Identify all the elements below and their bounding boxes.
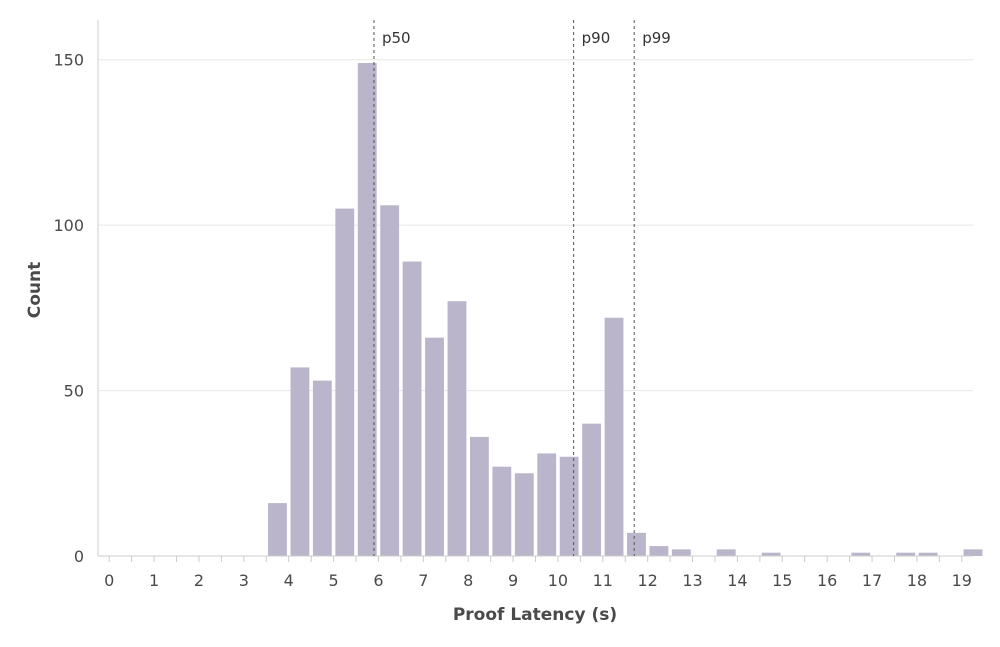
histogram-bar	[447, 301, 467, 556]
histogram-bar	[716, 549, 736, 556]
y-tick-label: 150	[53, 51, 84, 70]
histogram-bar	[469, 436, 489, 556]
x-tick-label: 19	[952, 571, 972, 590]
x-tick-label: 15	[772, 571, 792, 590]
y-tick-label: 100	[53, 216, 84, 235]
histogram-bar	[918, 552, 938, 556]
x-tick-label: 10	[548, 571, 568, 590]
y-axis-title: Count	[25, 262, 45, 319]
percentile-marker-label: p90	[582, 29, 611, 47]
x-tick-label: 17	[862, 571, 882, 590]
histogram-bar	[425, 337, 444, 556]
histogram-bar	[582, 423, 602, 556]
x-tick-label: 18	[907, 571, 927, 590]
x-tick-label: 14	[727, 571, 747, 590]
x-tick-label: 6	[373, 571, 383, 590]
x-tick-label: 12	[637, 571, 657, 590]
histogram-bar	[268, 503, 287, 556]
x-tick-label: 2	[194, 571, 204, 590]
histogram-bar	[761, 552, 781, 556]
x-tick-label: 9	[508, 571, 518, 590]
x-tick-label: 4	[284, 571, 294, 590]
percentile-marker-label: p99	[642, 29, 671, 47]
x-axis-title: Proof Latency (s)	[453, 605, 617, 625]
grid-lines	[98, 59, 973, 392]
x-tick-label: 5	[328, 571, 338, 590]
x-tick-label: 1	[149, 571, 159, 590]
histogram-bar	[896, 552, 916, 556]
histogram-bar	[649, 546, 669, 556]
histogram-bar	[492, 466, 512, 556]
x-tick-label: 0	[104, 571, 114, 590]
percentile-markers: p50 p90 p99	[373, 20, 671, 556]
x-tick-label: 16	[817, 571, 837, 590]
histogram-bar	[604, 317, 624, 556]
histogram-bar	[537, 453, 557, 556]
y-tick-label: 0	[74, 547, 84, 566]
x-tick-label: 3	[239, 571, 249, 590]
x-tick-label: 7	[418, 571, 428, 590]
histogram-bar	[514, 473, 534, 556]
histogram-bar	[380, 205, 400, 557]
histogram-bar	[627, 532, 646, 556]
y-tick-label: 50	[64, 382, 84, 401]
histogram-bar	[335, 208, 355, 556]
histogram-bar	[851, 552, 871, 556]
histogram-bar	[312, 380, 332, 556]
histogram-bar	[357, 63, 377, 557]
histogram-bars	[268, 63, 983, 557]
histogram-bar	[671, 549, 691, 556]
histogram-bar	[963, 549, 983, 556]
x-tick-label: 11	[593, 571, 613, 590]
histogram-bar	[559, 456, 579, 556]
x-tick-label: 8	[463, 571, 473, 590]
histogram-bar	[290, 367, 310, 556]
histogram-bar	[402, 261, 422, 556]
x-tick-label: 13	[682, 571, 702, 590]
percentile-marker-label: p50	[382, 29, 411, 47]
